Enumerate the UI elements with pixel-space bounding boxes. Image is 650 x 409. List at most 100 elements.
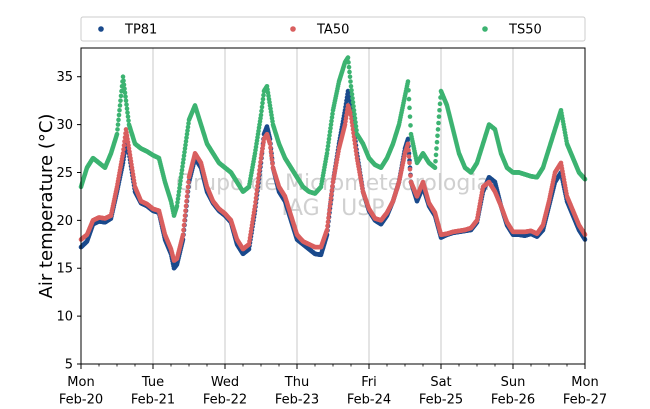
legend-marker-ta50 [290,26,296,32]
y-axis-ticks: 5 10 15 20 25 30 35 [56,70,81,373]
data-point-ta50 [186,179,191,185]
data-point-ts50 [185,128,190,133]
data-point-ts50 [436,120,441,126]
series-ta50 [78,103,588,263]
data-point-ts50 [115,122,121,127]
data-point-ts50 [118,98,123,103]
data-point-ts50 [347,69,352,75]
data-point-ts50 [325,147,330,153]
data-point-ta50 [406,154,412,159]
data-point-ts50 [176,189,182,194]
data-point-ts50 [324,151,330,156]
data-point-ta50 [351,130,356,136]
data-point-ts50 [327,129,333,135]
data-point-ts50 [182,149,187,155]
data-point-ta50 [255,183,260,189]
data-point-ts50 [181,153,187,159]
data-point-ts50 [329,115,335,120]
data-point-ts50 [183,142,188,148]
data-point-ta50 [349,116,354,121]
data-point-ts50 [328,122,334,127]
data-point-tp81 [405,136,411,142]
data-point-ts50 [182,146,188,151]
data-point-ts50 [125,110,130,115]
y-tick-label-30: 30 [56,118,73,133]
data-point-ts50 [260,100,265,106]
data-point-ts50 [432,165,438,170]
data-point-ta50 [253,195,259,201]
data-point-ts50 [350,99,356,105]
x-tick-label-mon-feb-27: Mon Feb-27 [563,375,607,408]
data-point-ts50 [352,115,358,121]
y-tick-label-15: 15 [56,262,73,277]
data-point-ts50 [124,106,130,111]
data-point-ta50 [407,160,412,166]
data-point-ts50 [327,133,332,138]
data-point-ts50 [435,133,440,139]
series-ts50 [78,55,588,218]
legend-marker-tp81 [98,26,104,32]
data-point-ta50 [258,159,263,165]
data-point-ta50 [352,141,358,147]
data-point-ts50 [126,118,131,123]
data-point-ts50 [179,171,184,176]
data-point-ts50 [346,60,351,65]
data-point-ta50 [330,183,335,189]
x-tick-label-tue-feb-21: Tue Feb-21 [131,375,175,408]
data-point-ts50 [260,96,266,102]
data-point-ts50 [330,111,335,117]
data-point-ts50 [433,152,439,158]
data-point-ts50 [117,103,123,108]
x-tick-label-sat-feb-25: Sat Feb-25 [419,375,463,408]
data-point-ta50 [268,145,273,151]
data-point-ts50 [122,86,127,91]
data-point-ta50 [328,195,334,201]
legend-marker-ts50 [482,26,488,32]
data-point-ta50 [185,184,191,190]
data-point-ta50 [353,145,358,150]
data-point-ts50 [328,125,333,131]
data-point-ts50 [352,111,357,117]
y-tick-label-35: 35 [56,70,73,85]
data-point-ts50 [175,196,181,202]
legend-entry-ts50: TS50 [482,23,542,38]
data-point-ts50 [351,103,356,109]
data-point-ts50 [123,98,129,103]
data-point-ts50 [434,139,440,145]
data-point-ts50 [186,121,191,126]
legend-label-tp81: TP81 [124,23,157,38]
data-point-ts50 [354,127,359,133]
data-point-ts50 [180,160,186,166]
data-point-ts50 [349,87,354,93]
data-point-ts50 [408,123,413,128]
data-point-ts50 [178,178,183,184]
data-point-ts50 [353,119,358,125]
data-point-ta50 [267,141,273,147]
data-point-ta50 [408,173,413,178]
legend-entry-ta50: TA50 [290,23,349,38]
data-point-ts50 [348,84,354,89]
data-point-ts50 [351,107,357,113]
data-point-ta50 [349,119,355,125]
data-point-ta50 [353,148,359,154]
data-point-ta50 [329,187,335,193]
x-tick-label-fri-feb-24: Fri Feb-24 [347,375,391,408]
data-point-ts50 [407,105,412,111]
data-point-ta50 [407,166,413,172]
data-point-ta50 [406,147,411,153]
data-point-ts50 [181,157,186,162]
data-point-ts50 [261,92,266,98]
legend-entry-tp81: TP81 [98,23,157,38]
data-point-ts50 [326,140,331,145]
data-point-ta50 [254,191,259,197]
y-tick-label-5: 5 [65,358,73,373]
data-point-ts50 [117,107,122,113]
data-point-ts50 [353,123,359,129]
data-point-ts50 [176,192,181,198]
data-point-ts50 [123,94,128,99]
data-point-ts50 [184,135,189,141]
data-series [78,55,588,271]
data-point-ta50 [255,179,261,185]
data-point-ts50 [258,112,264,118]
